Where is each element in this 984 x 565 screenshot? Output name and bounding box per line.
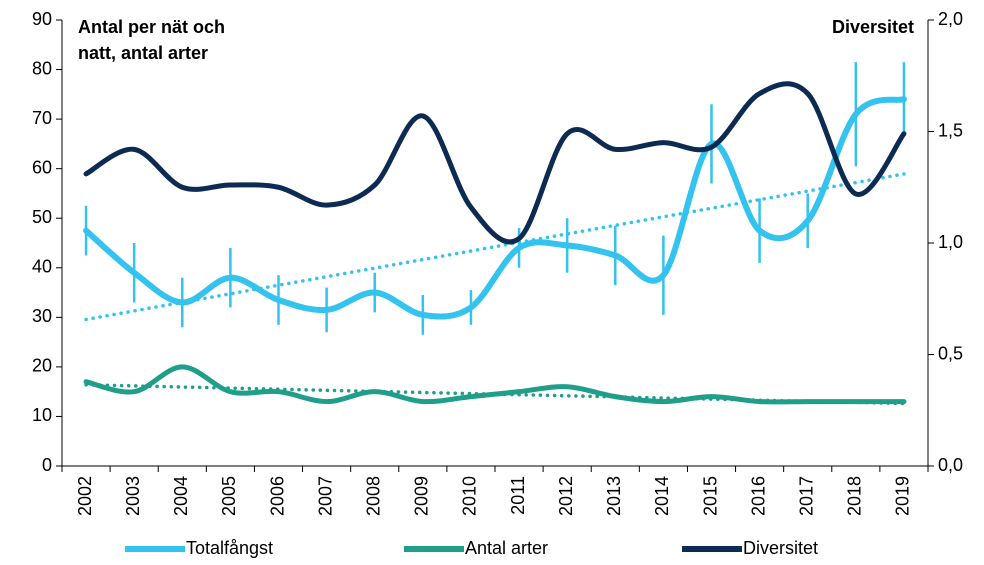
legend-label: Diversitet	[743, 538, 818, 558]
x-tick-label: 2012	[556, 476, 576, 516]
x-tick-label: 2013	[604, 476, 624, 516]
y-tick-label: 50	[32, 207, 52, 227]
series-line	[83, 81, 907, 245]
y-tick-label: 30	[32, 306, 52, 326]
x-tick-label: 2018	[845, 476, 865, 516]
y2-axis-label: Diversitet	[831, 17, 914, 37]
y-tick-label: 70	[32, 108, 52, 128]
legend-label: Totalfångst	[186, 538, 273, 558]
y2-tick-label: 0,0	[938, 455, 963, 475]
x-tick-label: 2007	[315, 476, 335, 516]
x-tick-label: 2006	[267, 476, 287, 516]
y-tick-label: 90	[32, 9, 52, 29]
x-tick-label: 2014	[652, 476, 672, 516]
x-tick-label: 2019	[893, 476, 913, 516]
series-line	[83, 96, 907, 320]
y-tick-label: 80	[32, 58, 52, 78]
y2-tick-label: 1,0	[938, 232, 963, 252]
x-tick-label: 2017	[796, 476, 816, 516]
y-axis-label: Antal per nät och natt, antal arter	[78, 17, 226, 63]
x-tick-label: 2016	[748, 476, 768, 516]
x-tick-label: 2011	[508, 476, 528, 515]
x-tick-label: 2009	[412, 476, 432, 516]
trend-line	[84, 172, 906, 322]
x-tick-label: 2008	[363, 476, 383, 516]
x-tick-label: 2004	[171, 476, 191, 516]
legend-label: Antal arter	[465, 538, 548, 558]
y-tick-label: 10	[32, 405, 52, 425]
y-tick-label: 0	[42, 455, 52, 475]
x-tick-label: 2015	[700, 476, 720, 516]
x-tick-label: 2002	[75, 476, 95, 516]
y-tick-label: 20	[32, 356, 52, 376]
x-tick-label: 2005	[219, 476, 239, 516]
y2-tick-label: 1,5	[938, 120, 963, 140]
y2-tick-label: 0,5	[938, 343, 963, 363]
y-tick-label: 40	[32, 257, 52, 277]
x-tick-label: 2003	[123, 476, 143, 516]
series-line	[83, 364, 907, 405]
y2-tick-label: 2,0	[938, 9, 963, 29]
x-tick-label: 2010	[460, 476, 480, 516]
y-tick-label: 60	[32, 157, 52, 177]
